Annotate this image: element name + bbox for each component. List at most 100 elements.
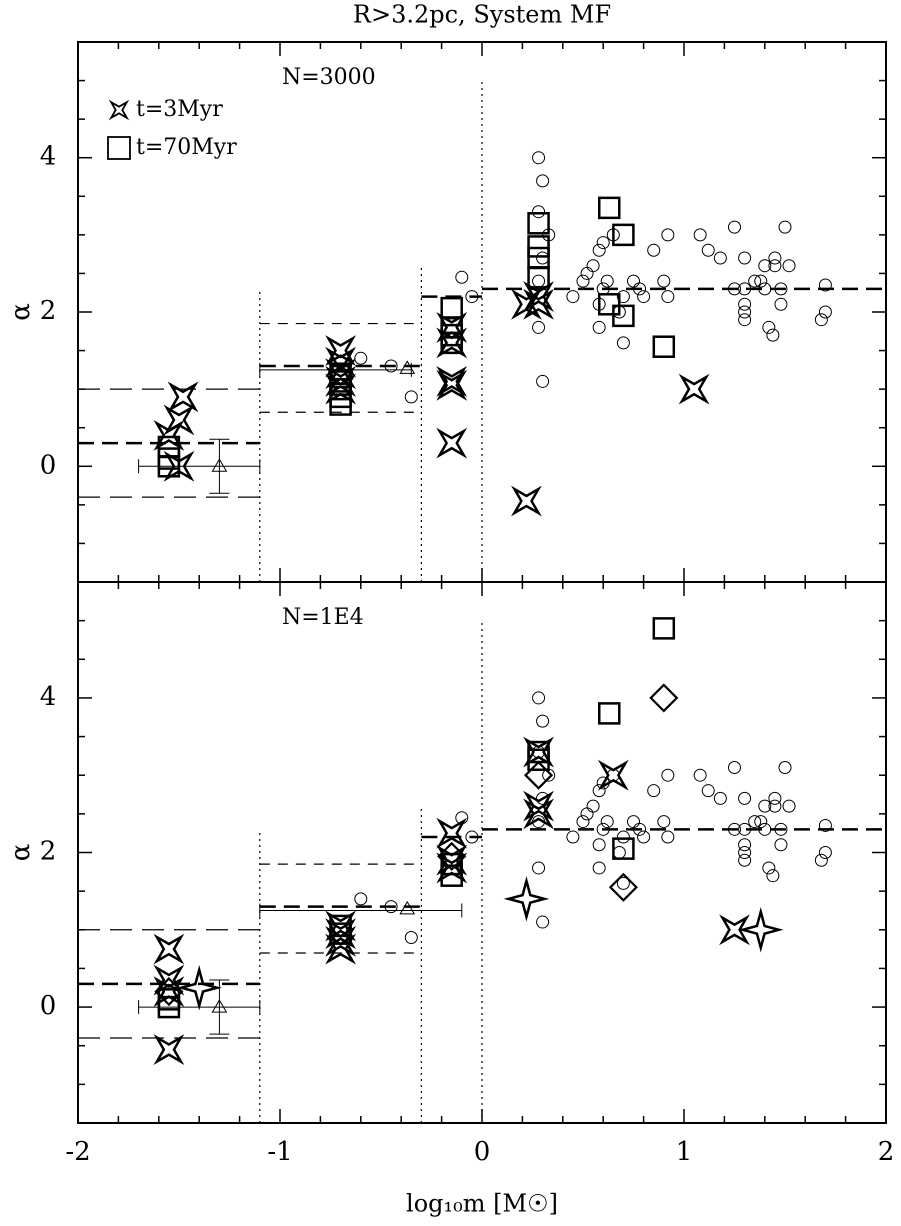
circle-marker <box>818 818 832 832</box>
star-marker <box>597 759 629 791</box>
circle-marker <box>774 822 788 836</box>
square-marker <box>527 748 550 772</box>
circle-marker <box>768 251 782 265</box>
circle-marker <box>532 274 546 288</box>
y-tick-label: 0 <box>40 991 57 1021</box>
circle-marker <box>592 838 606 852</box>
star-marker <box>325 335 357 366</box>
star-marker <box>176 964 223 1011</box>
x-axis-label: log₁₀m [M☉] <box>406 1190 558 1218</box>
circle-marker <box>774 297 788 311</box>
circle-marker <box>728 282 741 296</box>
circle-marker <box>586 259 600 273</box>
circle-marker <box>566 830 580 844</box>
y-tick-label: 2 <box>40 837 57 867</box>
circle-marker <box>580 807 594 821</box>
x-tick-label: -1 <box>267 1137 292 1167</box>
circle-marker <box>748 815 762 829</box>
circle-marker <box>536 791 550 805</box>
circle-marker <box>536 915 550 929</box>
circle-marker <box>536 374 550 388</box>
x-tick-label: 0 <box>474 1137 491 1167</box>
circle-marker <box>814 853 828 867</box>
circle-marker <box>818 305 832 319</box>
star-marker <box>511 485 542 517</box>
star-marker <box>153 420 185 451</box>
circle-marker <box>596 822 610 836</box>
star-marker <box>325 933 357 965</box>
star-marker <box>167 381 199 413</box>
star-marker <box>436 312 468 343</box>
circle-marker <box>404 931 418 945</box>
legend-label: t=3Myr <box>136 97 223 122</box>
square-marker <box>652 335 676 358</box>
circle-marker <box>384 900 398 914</box>
star-marker <box>153 1034 185 1065</box>
circle-marker <box>532 815 546 829</box>
circle-marker <box>627 274 640 288</box>
circle-marker <box>592 784 606 798</box>
square-marker <box>329 393 352 416</box>
circle-marker <box>536 251 550 265</box>
y-tick-label: 0 <box>40 450 57 480</box>
circle-marker <box>465 830 479 844</box>
star-marker <box>163 404 195 436</box>
y-axis-label: α <box>6 844 36 862</box>
circle-marker <box>758 822 772 836</box>
circle-marker <box>713 251 727 265</box>
star-marker <box>523 288 554 320</box>
circle-marker <box>661 830 675 844</box>
circle-marker <box>465 290 479 304</box>
circle-marker <box>657 815 671 829</box>
square-marker <box>598 702 621 725</box>
circle-marker <box>580 266 594 280</box>
circle-marker <box>758 259 772 273</box>
circle-marker <box>728 760 741 774</box>
circle-marker <box>701 784 715 798</box>
star-marker <box>503 876 550 922</box>
circle-marker <box>774 282 788 296</box>
circle-marker <box>818 278 832 292</box>
circle-marker <box>532 151 546 165</box>
star-marker <box>436 817 468 849</box>
square-marker <box>527 212 550 235</box>
circle-marker <box>616 830 630 844</box>
circle-marker <box>728 822 741 836</box>
circle-marker <box>782 799 796 813</box>
circle-marker <box>754 274 768 288</box>
circle-marker <box>693 228 707 242</box>
circle-marker <box>814 313 828 327</box>
x-tick-label: 2 <box>878 1137 895 1167</box>
star-marker <box>436 427 468 459</box>
circle-marker <box>738 313 752 327</box>
square-marker <box>440 331 463 355</box>
circle-marker <box>532 861 546 875</box>
square-marker <box>598 196 621 220</box>
circle-marker <box>738 251 752 265</box>
circle-marker <box>596 776 610 790</box>
square-marker <box>612 223 635 247</box>
y-tick-label: 4 <box>40 142 57 172</box>
star-marker <box>719 914 750 946</box>
star-marker <box>436 366 468 397</box>
circle-marker <box>766 869 780 883</box>
circle-marker <box>354 892 368 906</box>
square-marker <box>157 455 181 478</box>
chart-title: R>3.2pc, System MF <box>353 1 611 29</box>
circle-marker <box>616 876 630 890</box>
circle-marker <box>566 290 580 304</box>
circle-marker <box>693 768 707 782</box>
circle-marker <box>748 274 762 288</box>
triangle-marker <box>399 900 416 915</box>
square-marker <box>612 304 635 328</box>
circle-marker <box>782 259 796 273</box>
circle-marker <box>576 274 590 288</box>
diamond-marker <box>154 977 184 1007</box>
circle-marker <box>637 290 651 304</box>
circle-marker <box>738 853 752 867</box>
circle-marker <box>633 282 647 296</box>
x-tick-label: -2 <box>65 1137 90 1167</box>
circle-marker <box>647 243 661 257</box>
circle-marker <box>768 799 782 813</box>
circle-marker <box>758 282 772 296</box>
